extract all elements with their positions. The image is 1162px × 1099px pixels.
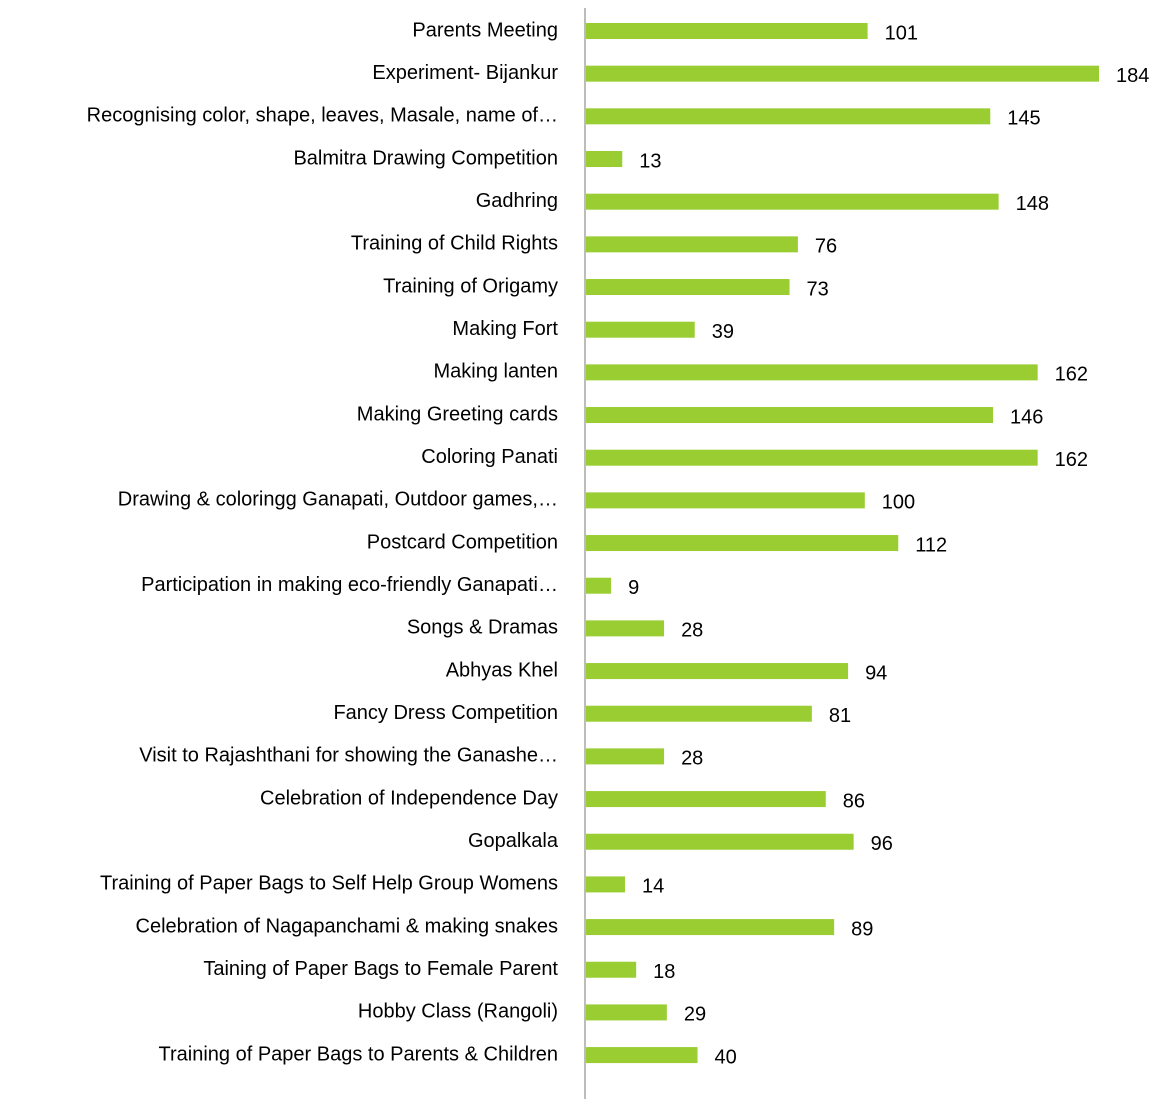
value-label: 13 bbox=[639, 150, 661, 172]
bar bbox=[586, 492, 865, 509]
bar bbox=[586, 961, 637, 978]
value-label: 148 bbox=[1016, 193, 1049, 215]
bar bbox=[586, 108, 991, 125]
value-label: 101 bbox=[885, 22, 918, 44]
category-label: Visit to Rajashthani for showing the Gan… bbox=[139, 745, 558, 767]
category-label: Abhyas Khel bbox=[446, 659, 558, 681]
value-label: 89 bbox=[851, 918, 873, 940]
bar bbox=[586, 151, 623, 168]
category-label: Recognising color, shape, leaves, Masale… bbox=[87, 105, 558, 127]
category-label: Balmitra Drawing Competition bbox=[293, 147, 558, 169]
bar bbox=[586, 236, 798, 253]
bar bbox=[586, 876, 626, 893]
value-label: 18 bbox=[653, 961, 675, 983]
bar bbox=[586, 1047, 698, 1064]
category-label: Experiment- Bijankur bbox=[372, 62, 558, 84]
category-label: Taining of Paper Bags to Female Parent bbox=[203, 958, 558, 980]
category-label: Celebration of Independence Day bbox=[260, 787, 558, 809]
category-label: Celebration of Nagapanchami & making sna… bbox=[136, 915, 558, 937]
bar bbox=[586, 65, 1099, 82]
bar bbox=[586, 193, 999, 210]
category-label: Fancy Dress Competition bbox=[333, 702, 558, 724]
category-label: Gopalkala bbox=[468, 830, 559, 852]
bar bbox=[586, 833, 854, 850]
category-label: Drawing & coloringg Ganapati, Outdoor ga… bbox=[118, 489, 558, 511]
value-label: 81 bbox=[829, 705, 851, 727]
value-label: 73 bbox=[807, 278, 829, 300]
category-label: Songs & Dramas bbox=[407, 617, 558, 639]
category-label: Coloring Panati bbox=[421, 446, 558, 468]
bar bbox=[586, 919, 835, 936]
value-label: 96 bbox=[871, 833, 893, 855]
category-label: Training of Paper Bags to Parents & Chil… bbox=[159, 1043, 558, 1065]
bar bbox=[586, 705, 812, 722]
value-label: 14 bbox=[642, 876, 664, 898]
value-label: 146 bbox=[1010, 406, 1043, 428]
bar bbox=[586, 748, 665, 765]
value-label: 76 bbox=[815, 236, 837, 258]
category-label: Gadhring bbox=[476, 190, 558, 212]
value-label: 9 bbox=[628, 577, 639, 599]
bar bbox=[586, 364, 1038, 381]
category-label: Participation in making eco-friendly Gan… bbox=[141, 574, 558, 596]
bar bbox=[586, 279, 790, 296]
bar bbox=[586, 1004, 667, 1021]
value-label: 39 bbox=[712, 321, 734, 343]
bar bbox=[586, 23, 868, 39]
bar bbox=[586, 663, 849, 680]
value-label: 40 bbox=[715, 1046, 737, 1068]
value-label: 162 bbox=[1055, 449, 1088, 471]
value-label: 94 bbox=[865, 662, 887, 684]
bar bbox=[586, 791, 826, 808]
value-label: 28 bbox=[681, 620, 703, 642]
value-label: 184 bbox=[1116, 65, 1149, 87]
value-label: 162 bbox=[1055, 364, 1088, 386]
bar bbox=[586, 535, 899, 552]
bar bbox=[586, 407, 994, 424]
value-label: 29 bbox=[684, 1004, 706, 1026]
value-label: 112 bbox=[915, 534, 947, 556]
bar bbox=[586, 321, 695, 338]
value-label: 28 bbox=[681, 748, 703, 770]
category-label: Making Fort bbox=[452, 318, 558, 340]
value-label: 86 bbox=[843, 790, 865, 812]
category-label: Parents Meeting bbox=[412, 19, 558, 41]
bar bbox=[586, 577, 612, 594]
category-label: Postcard Competition bbox=[367, 531, 558, 553]
category-label: Making Greeting cards bbox=[357, 403, 558, 425]
value-label: 145 bbox=[1007, 108, 1040, 130]
category-label: Hobby Class (Rangoli) bbox=[358, 1001, 558, 1023]
bar bbox=[586, 620, 665, 637]
value-label: 100 bbox=[882, 492, 915, 514]
category-label: Training of Paper Bags to Self Help Grou… bbox=[100, 873, 558, 895]
category-label: Training of Child Rights bbox=[351, 233, 558, 255]
bar bbox=[586, 449, 1038, 466]
category-label: Making lanten bbox=[433, 361, 558, 383]
category-label: Training of Origamy bbox=[383, 275, 558, 297]
